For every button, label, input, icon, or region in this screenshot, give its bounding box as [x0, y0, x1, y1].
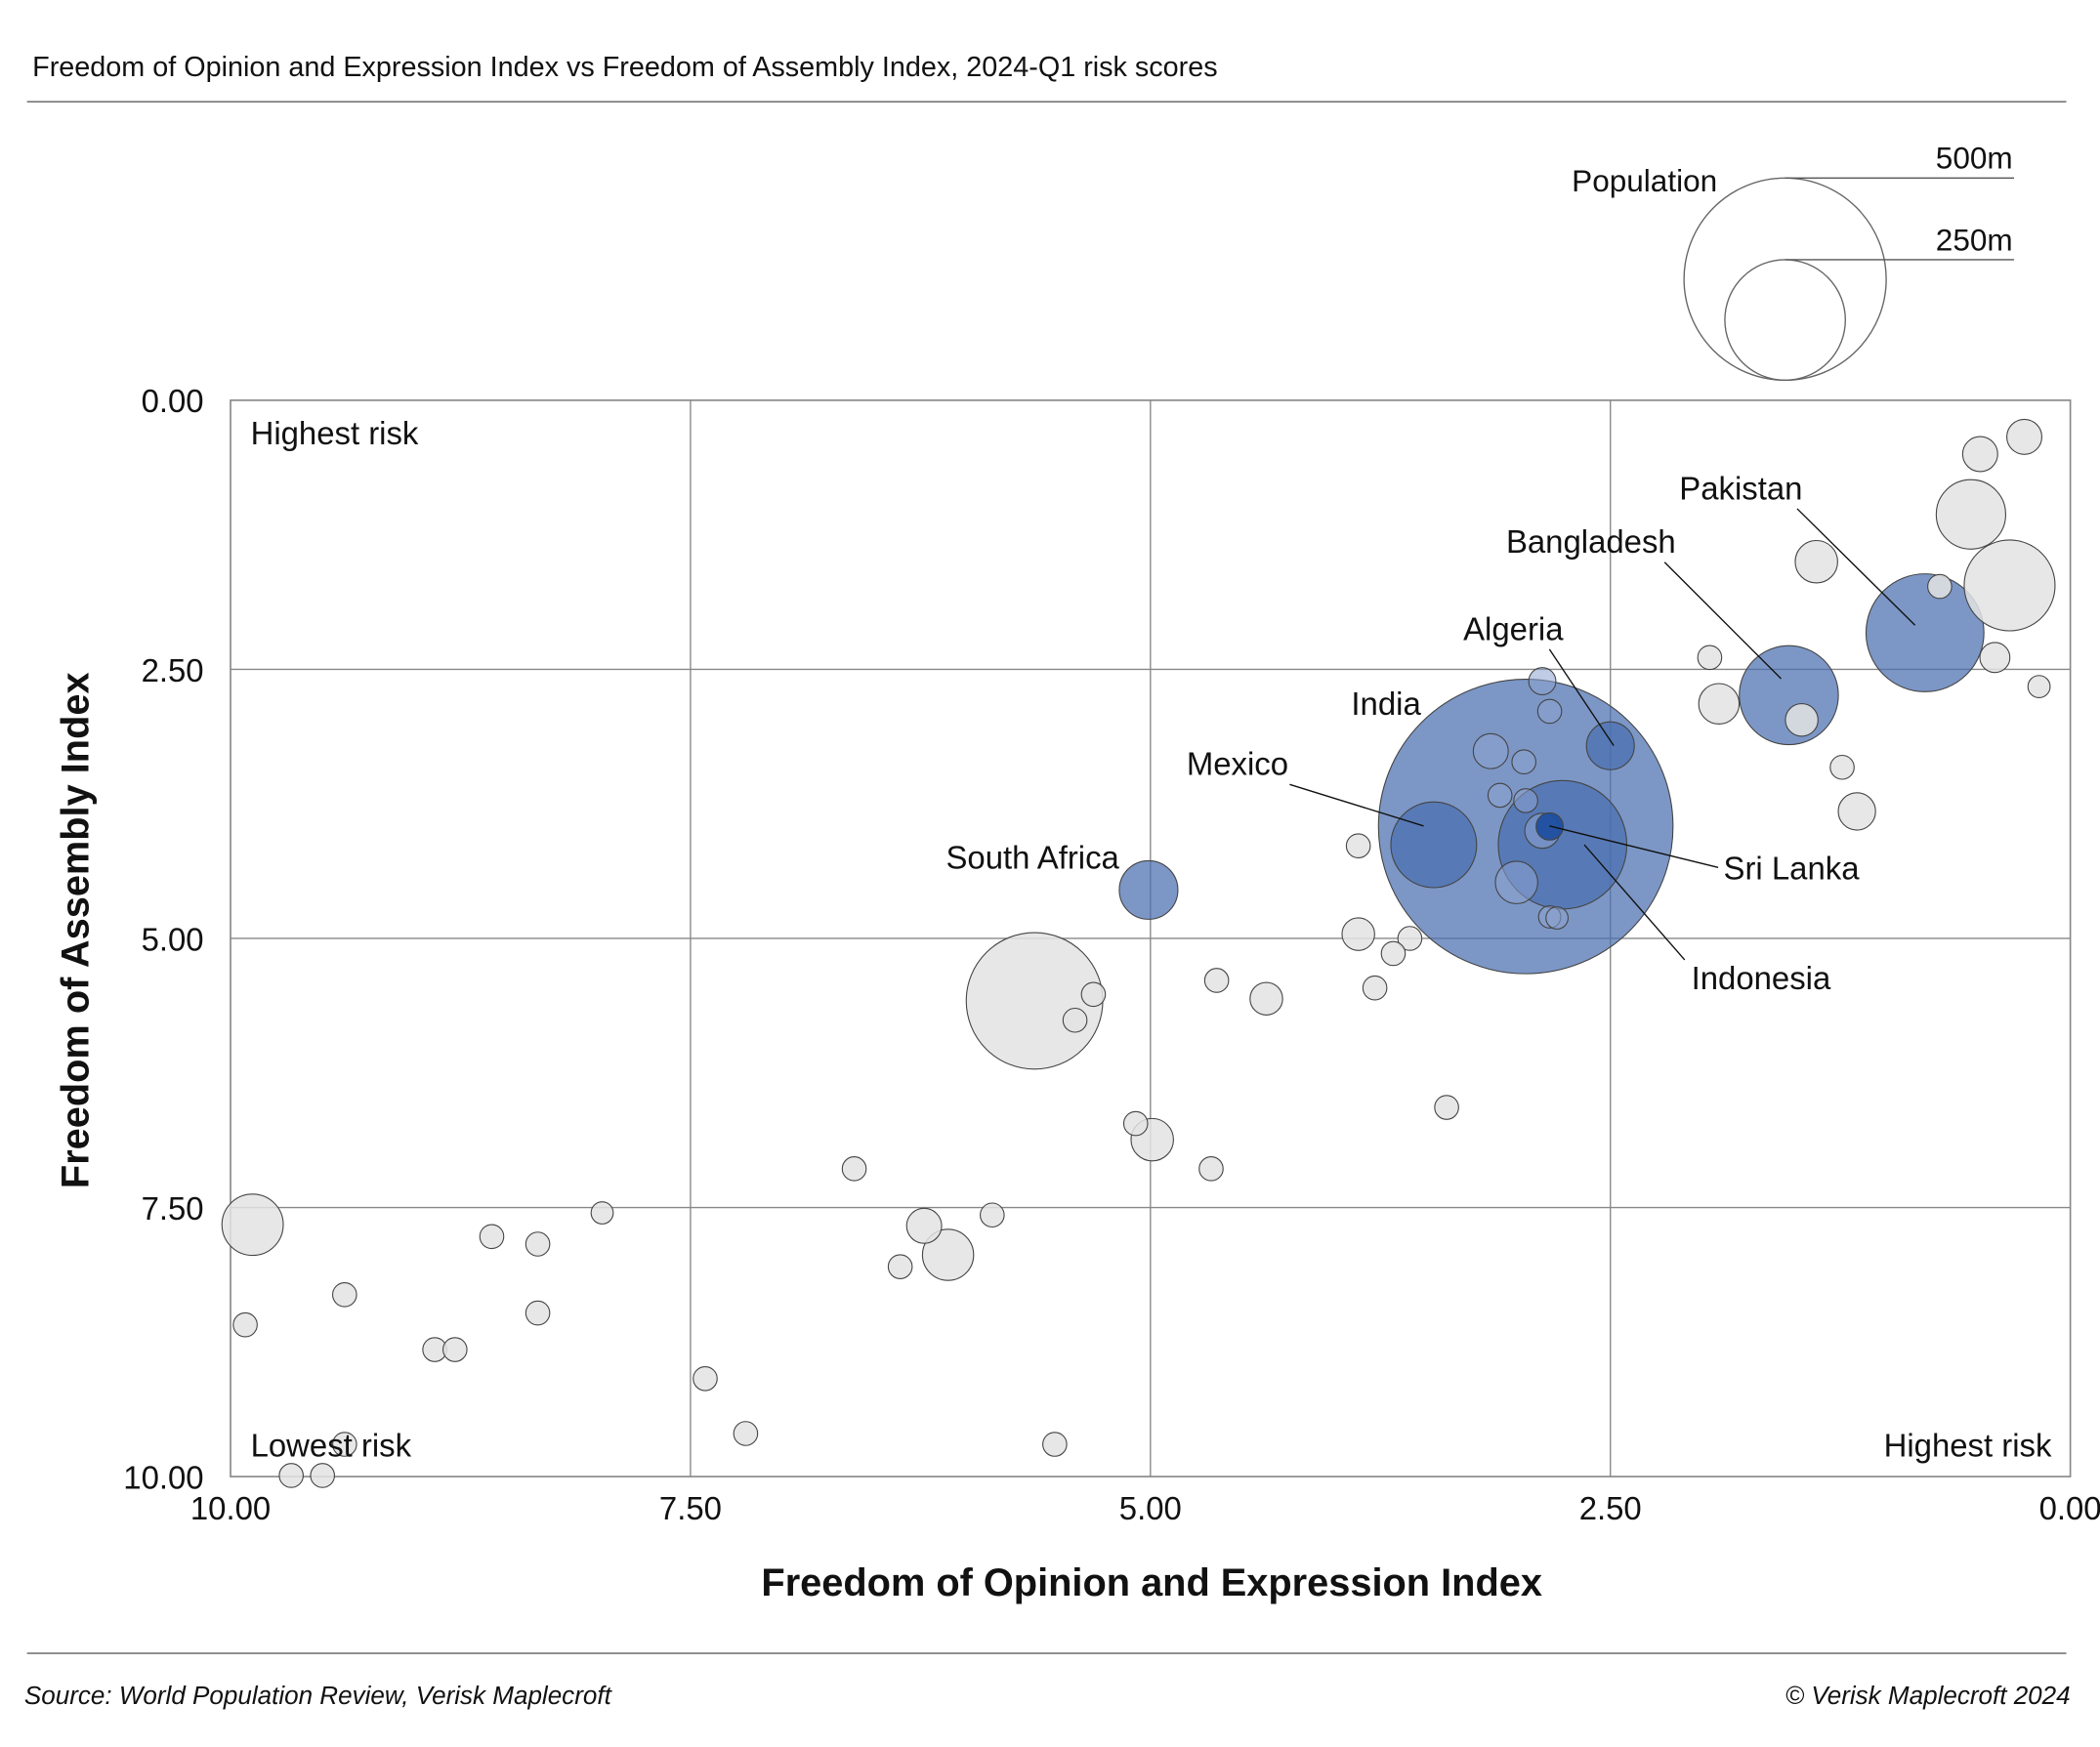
bubble	[278, 1463, 304, 1488]
bubble	[887, 1254, 913, 1279]
bubble	[1434, 1095, 1459, 1120]
annotation-top-left: Highest risk	[251, 415, 419, 451]
bubble	[1935, 478, 2006, 550]
label-mexico: Mexico	[1187, 746, 1288, 782]
bubble	[1513, 788, 1538, 813]
bubble	[479, 1224, 505, 1250]
chart-title: Freedom of Opinion and Expression Index …	[32, 52, 1218, 83]
x-tick-label: 7.50	[659, 1490, 722, 1526]
bubble	[733, 1421, 759, 1446]
bubble	[921, 1228, 975, 1281]
legend-title: Population	[1572, 163, 1717, 198]
bubble-south-africa	[1118, 859, 1179, 920]
y-axis-title: Freedom of Assembly Index	[55, 672, 98, 1188]
label-bangladesh: Bangladesh	[1506, 523, 1676, 560]
x-tick-label: 0.00	[2039, 1490, 2100, 1526]
bubble	[1345, 833, 1371, 858]
annotation-bottom-right: Highest risk	[1884, 1428, 2052, 1464]
bubble	[1698, 683, 1741, 725]
label-pakistan: Pakistan	[1679, 470, 1802, 506]
y-tick-label: 0.00	[142, 383, 204, 419]
bubble	[442, 1337, 468, 1362]
x-tick-label: 5.00	[1119, 1490, 1182, 1526]
bubble	[1697, 645, 1723, 671]
bubble	[1494, 860, 1538, 904]
bubble	[332, 1432, 357, 1457]
bubble	[1528, 667, 1557, 695]
x-tick-label: 10.00	[190, 1490, 271, 1526]
bubble	[1362, 975, 1388, 1001]
bubble	[1341, 917, 1375, 951]
x-tick-label: 2.50	[1579, 1490, 1642, 1526]
copyright: © Verisk Maplecroft 2024	[1785, 1681, 2071, 1710]
bubble	[2006, 418, 2042, 455]
source-note: Source: World Population Review, Verisk …	[24, 1681, 613, 1710]
bubble-algeria	[1585, 721, 1635, 770]
bubble	[1472, 732, 1509, 770]
bubble	[841, 1156, 867, 1182]
y-tick-label: 10.00	[123, 1459, 203, 1495]
bubble	[1979, 642, 2011, 674]
bubble	[1837, 792, 1876, 831]
bubble-pakistan	[1865, 573, 1985, 692]
y-tick-label: 5.00	[142, 921, 204, 957]
label-india: India	[1351, 686, 1421, 722]
legend-circle-250m	[1724, 259, 1846, 382]
bubble	[590, 1201, 614, 1225]
legend-size-label: 250m	[1936, 222, 2013, 257]
leader-line-sri-lanka	[1549, 825, 1719, 868]
bubble	[232, 1311, 258, 1338]
bubble	[905, 1207, 943, 1244]
bubble	[1963, 539, 2056, 632]
bubble	[1511, 749, 1536, 775]
bubble	[1062, 1007, 1088, 1033]
bubble	[221, 1193, 284, 1257]
bubble	[1961, 436, 1998, 473]
bubble	[1080, 981, 1107, 1008]
bubble	[1249, 981, 1283, 1016]
label-algeria: Algeria	[1463, 610, 1564, 646]
bubble	[525, 1300, 551, 1326]
plot-grid: 10.00 7.50 5.00 2.50 0.00 0.00 2.50 5.00 7.50 10.…	[123, 383, 2100, 1526]
bubbles	[221, 418, 2056, 1488]
bubble	[1198, 1156, 1224, 1182]
bubble	[1042, 1432, 1068, 1457]
leader-line-bangladesh	[1663, 562, 1782, 680]
legend-size-label: 500m	[1936, 141, 2013, 176]
bubble	[1380, 940, 1407, 967]
bubble	[332, 1282, 357, 1308]
bubble	[1545, 906, 1569, 930]
bubble	[525, 1231, 551, 1257]
bubble	[1927, 573, 1953, 600]
bubble	[310, 1463, 335, 1488]
leader-line-indonesia	[1583, 844, 1686, 961]
leader-line-pakistan	[1796, 508, 1916, 626]
y-tick-label: 7.50	[142, 1190, 204, 1227]
leader-line-mexico	[1289, 783, 1424, 827]
bubble	[1829, 754, 1855, 780]
bubble	[1203, 968, 1230, 993]
y-tick-label: 2.50	[142, 652, 204, 688]
bubble-mexico	[1390, 801, 1478, 889]
label-south-africa: South Africa	[945, 840, 1119, 876]
bubble	[1785, 703, 1819, 737]
label-indonesia: Indonesia	[1692, 960, 1831, 996]
bubble	[2027, 675, 2051, 698]
x-axis-title: Freedom of Opinion and Expression Index	[761, 1561, 1542, 1604]
bubble	[1122, 1110, 1149, 1137]
population-legend: Population 500m 250m	[1572, 141, 2015, 382]
bubble	[965, 932, 1104, 1070]
bubble	[1536, 698, 1563, 725]
bubble	[693, 1365, 718, 1392]
bubble	[1794, 539, 1838, 584]
label-sri-lanka: Sri Lanka	[1724, 851, 1861, 887]
bubble	[980, 1202, 1005, 1228]
bubble	[1397, 926, 1423, 951]
legend-circle-500m	[1683, 177, 1887, 382]
bubble	[1487, 782, 1513, 809]
leader-line-algeria	[1548, 648, 1615, 746]
annotation-bottom-left: Lowest risk	[251, 1428, 412, 1464]
